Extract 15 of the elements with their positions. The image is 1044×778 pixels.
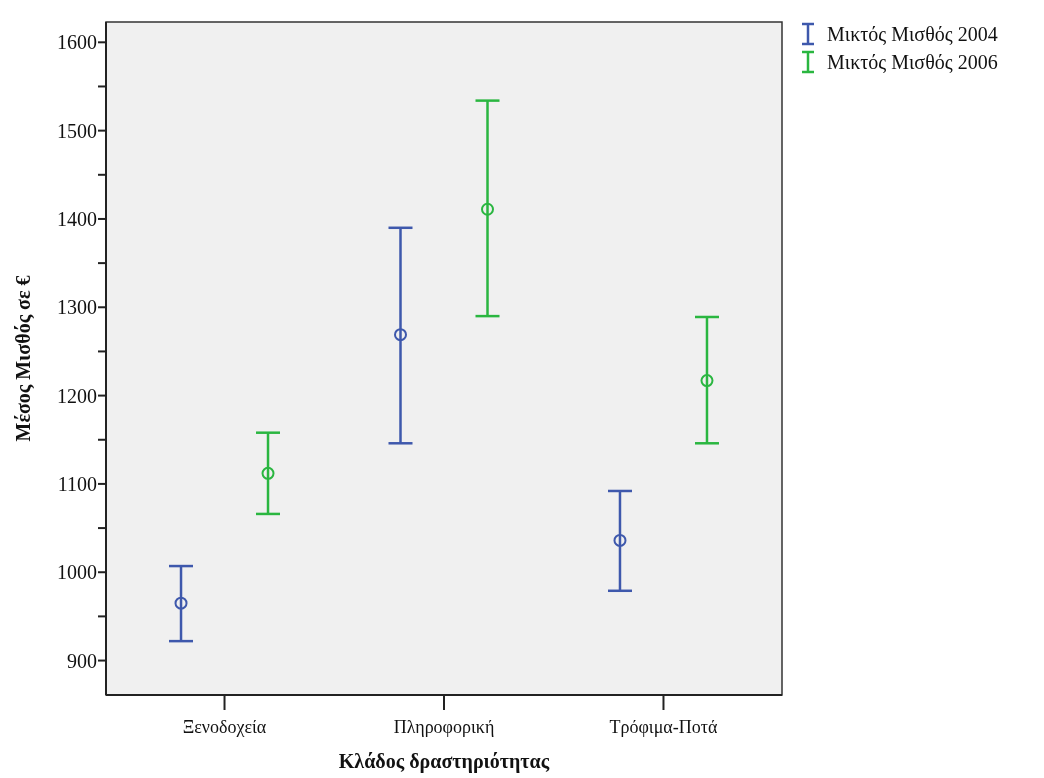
legend-label: Μικτός Μισθός 2006 — [827, 51, 998, 73]
y-tick-label: 1000 — [57, 561, 97, 584]
x-axis-title: Κλάδος δραστηριότητας — [338, 750, 550, 773]
x-tick-label: Τρόφιμα-Ποτά — [609, 717, 719, 737]
y-tick-label: 900 — [67, 649, 97, 672]
y-axis-title: Μέσος Μισθός σε € — [12, 275, 35, 442]
y-tick-label: 1100 — [57, 472, 97, 495]
x-tick-label: Πληροφορική — [393, 717, 495, 737]
y-tick-label: 1200 — [57, 384, 97, 407]
y-tick-label: 1300 — [57, 296, 97, 319]
y-tick-label: 1600 — [57, 31, 97, 54]
y-tick-label: 1400 — [57, 207, 97, 230]
y-tick-label: 1500 — [57, 119, 97, 142]
legend-label: Μικτός Μισθός 2004 — [827, 23, 998, 45]
x-tick-label: Ξενοδοχεία — [182, 717, 267, 737]
